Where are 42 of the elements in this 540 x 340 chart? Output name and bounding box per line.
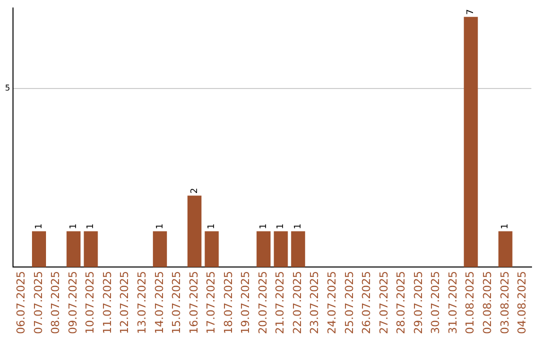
x-tick-label: 15.07.2025 [170, 271, 184, 334]
x-tick-label: 30.07.2025 [429, 271, 442, 334]
x-tick-label: 21.07.2025 [274, 271, 287, 334]
x-tick-label: 31.07.2025 [446, 271, 460, 334]
x-tick-label: 11.07.2025 [100, 271, 114, 334]
x-tick-label: 12.07.2025 [118, 271, 132, 334]
data-label: 7 [466, 9, 476, 15]
x-tick-label: 24.07.2025 [326, 271, 339, 334]
data-label: 2 [190, 188, 200, 194]
x-tick-label: 06.07.2025 [14, 271, 28, 334]
x-tick-label: 19.07.2025 [239, 271, 252, 334]
data-label: 1 [86, 224, 96, 230]
x-tick-label: 20.07.2025 [256, 271, 270, 334]
x-tick-label: 16.07.2025 [187, 271, 200, 334]
data-label: 1 [207, 224, 218, 230]
x-tick-label: 13.07.2025 [136, 271, 149, 334]
data-label: 1 [68, 224, 79, 230]
x-tick-label: 25.07.2025 [342, 271, 356, 334]
x-tick-label: 29.07.2025 [412, 271, 425, 334]
x-tick-label: 18.07.2025 [222, 271, 235, 334]
x-tick-label: 28.07.2025 [394, 271, 408, 334]
x-tick-label: 07.07.2025 [32, 271, 45, 334]
x-tick-label: 03.08.2025 [498, 271, 512, 334]
x-tick-label: 27.07.2025 [377, 271, 390, 334]
data-label: 1 [276, 224, 286, 230]
data-label: 1 [500, 224, 511, 230]
x-tick-label: 26.07.2025 [360, 271, 374, 334]
y-tick-label: 5 [4, 83, 10, 92]
x-tick-label: 14.07.2025 [152, 271, 166, 334]
data-label: 1 [155, 224, 166, 230]
data-label: 1 [258, 224, 269, 230]
x-tick-label: 10.07.2025 [84, 271, 97, 334]
x-tick-label: 23.07.2025 [308, 271, 322, 334]
x-tick-label: 08.07.2025 [49, 271, 62, 334]
x-tick-label: 02.08.2025 [480, 271, 494, 334]
x-tick-label: 09.07.2025 [66, 271, 80, 334]
data-label: 1 [293, 224, 304, 230]
x-tick-label: 04.08.2025 [516, 271, 529, 334]
x-tick-label: 01.08.2025 [464, 271, 477, 334]
data-label: 1 [34, 224, 44, 230]
x-tick-label: 17.07.2025 [204, 271, 218, 334]
x-tick-label: 22.07.2025 [290, 271, 304, 334]
